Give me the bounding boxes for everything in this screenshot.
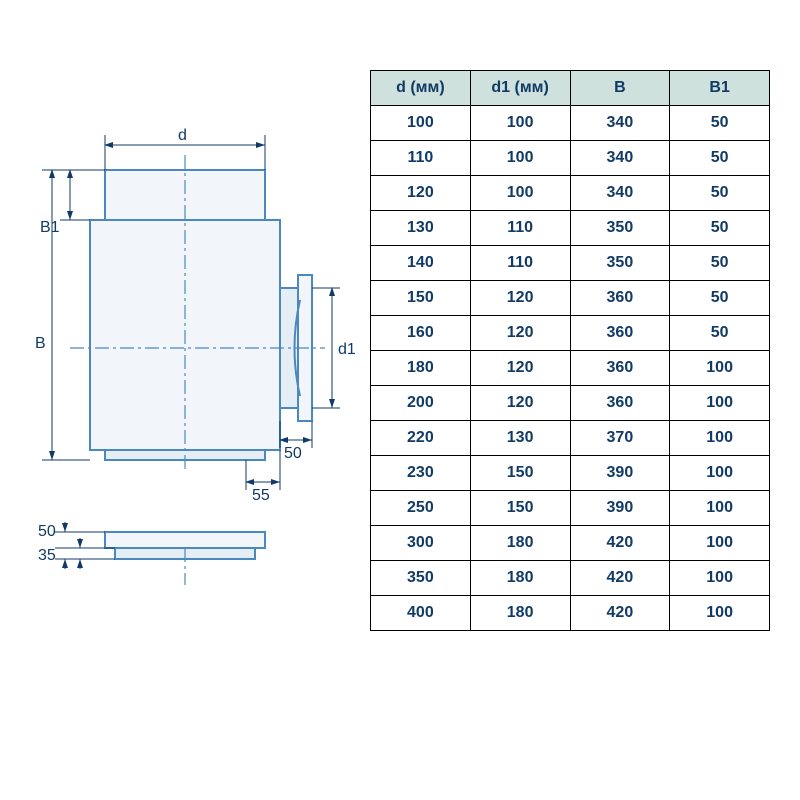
table-cell: 50 [670,106,770,141]
page-root: d B B1 d1 [0,0,800,800]
label-B1: B1 [40,219,60,236]
table-cell: 360 [570,386,670,421]
table-row: 230150390100 [371,456,770,491]
table-row: 14011035050 [371,246,770,281]
table-cell: 50 [670,141,770,176]
table-row: 300180420100 [371,526,770,561]
table-cell: 180 [371,351,471,386]
table-cell: 390 [570,456,670,491]
col-B1: B1 [670,71,770,106]
table-row: 200120360100 [371,386,770,421]
spec-table: d (мм) d1 (мм) B B1 10010034050110100340… [370,70,770,631]
table-cell: 110 [371,141,471,176]
table-cell: 120 [371,176,471,211]
table-cell: 180 [470,596,570,631]
table-cell: 200 [371,386,471,421]
table-cell: 50 [670,176,770,211]
label-dim55: 55 [252,487,270,504]
table-cell: 230 [371,456,471,491]
table-cell: 350 [570,246,670,281]
table-cell: 250 [371,491,471,526]
table-cell: 180 [470,561,570,596]
label-dim50b: 50 [38,523,56,540]
table-row: 16012036050 [371,316,770,351]
table-cell: 100 [371,106,471,141]
table-cell: 360 [570,281,670,316]
table-cell: 100 [470,141,570,176]
table-cell: 420 [570,526,670,561]
table-cell: 100 [470,176,570,211]
table-row: 15012036050 [371,281,770,316]
table-cell: 100 [670,421,770,456]
table-cell: 420 [570,561,670,596]
table-row: 250150390100 [371,491,770,526]
col-d: d (мм) [371,71,471,106]
table-cell: 220 [371,421,471,456]
label-d1: d1 [338,341,356,358]
table-cell: 150 [470,491,570,526]
table-cell: 130 [470,421,570,456]
table-cell: 180 [470,526,570,561]
table-cell: 150 [470,456,570,491]
table-cell: 110 [470,246,570,281]
table-cell: 100 [670,386,770,421]
table-cell: 50 [670,246,770,281]
table-cell: 100 [670,491,770,526]
table-row: 13011035050 [371,211,770,246]
table-cell: 100 [670,351,770,386]
spec-table-area: d (мм) d1 (мм) B B1 10010034050110100340… [370,0,800,631]
table-cell: 350 [371,561,471,596]
table-cell: 50 [670,281,770,316]
table-row: 12010034050 [371,176,770,211]
table-cell: 50 [670,316,770,351]
table-cell: 400 [371,596,471,631]
label-d: d [178,127,187,144]
table-cell: 120 [470,281,570,316]
table-cell: 150 [371,281,471,316]
technical-diagram: d B B1 d1 [0,0,370,800]
label-dim35: 35 [38,547,56,564]
table-cell: 360 [570,316,670,351]
col-B: B [570,71,670,106]
table-cell: 360 [570,351,670,386]
table-row: 350180420100 [371,561,770,596]
table-cell: 370 [570,421,670,456]
table-cell: 130 [371,211,471,246]
table-row: 180120360100 [371,351,770,386]
table-cell: 100 [670,561,770,596]
col-d1: d1 (мм) [470,71,570,106]
table-cell: 100 [470,106,570,141]
table-cell: 110 [470,211,570,246]
table-cell: 140 [371,246,471,281]
table-row: 400180420100 [371,596,770,631]
label-B: B [35,335,46,352]
table-cell: 350 [570,211,670,246]
table-cell: 340 [570,176,670,211]
table-cell: 340 [570,106,670,141]
table-cell: 50 [670,211,770,246]
table-row: 10010034050 [371,106,770,141]
table-row: 11010034050 [371,141,770,176]
table-cell: 340 [570,141,670,176]
table-cell: 120 [470,386,570,421]
table-cell: 100 [670,596,770,631]
table-cell: 300 [371,526,471,561]
table-cell: 120 [470,351,570,386]
table-cell: 100 [670,456,770,491]
table-cell: 420 [570,596,670,631]
table-row: 220130370100 [371,421,770,456]
table-cell: 160 [371,316,471,351]
label-dim50a: 50 [284,445,302,462]
table-cell: 390 [570,491,670,526]
table-cell: 100 [670,526,770,561]
table-header-row: d (мм) d1 (мм) B B1 [371,71,770,106]
table-cell: 120 [470,316,570,351]
